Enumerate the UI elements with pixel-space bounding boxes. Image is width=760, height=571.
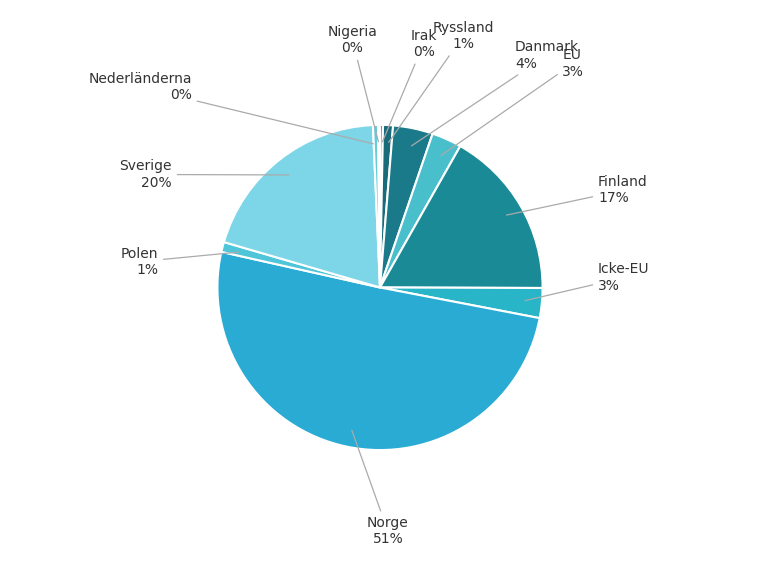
Wedge shape <box>373 125 380 287</box>
Text: Icke-EU
3%: Icke-EU 3% <box>525 263 650 300</box>
Wedge shape <box>378 125 380 287</box>
Wedge shape <box>380 134 461 287</box>
Text: Ryssland
1%: Ryssland 1% <box>388 21 494 142</box>
Text: Sverige
20%: Sverige 20% <box>119 159 289 190</box>
Wedge shape <box>380 125 393 287</box>
Text: EU
3%: EU 3% <box>441 49 584 155</box>
Text: Danmark
4%: Danmark 4% <box>411 41 579 146</box>
Text: Irak
0%: Irak 0% <box>382 29 437 142</box>
Wedge shape <box>380 125 383 287</box>
Wedge shape <box>224 125 380 287</box>
Text: Finland
17%: Finland 17% <box>506 175 648 215</box>
Wedge shape <box>380 287 543 318</box>
Wedge shape <box>380 146 543 288</box>
Wedge shape <box>221 242 380 287</box>
Wedge shape <box>217 252 540 450</box>
Wedge shape <box>380 126 432 287</box>
Text: Nigeria
0%: Nigeria 0% <box>328 25 378 142</box>
Text: Nederländerna
0%: Nederländerna 0% <box>88 72 373 144</box>
Text: Norge
51%: Norge 51% <box>352 430 409 546</box>
Text: Polen
1%: Polen 1% <box>120 247 239 277</box>
